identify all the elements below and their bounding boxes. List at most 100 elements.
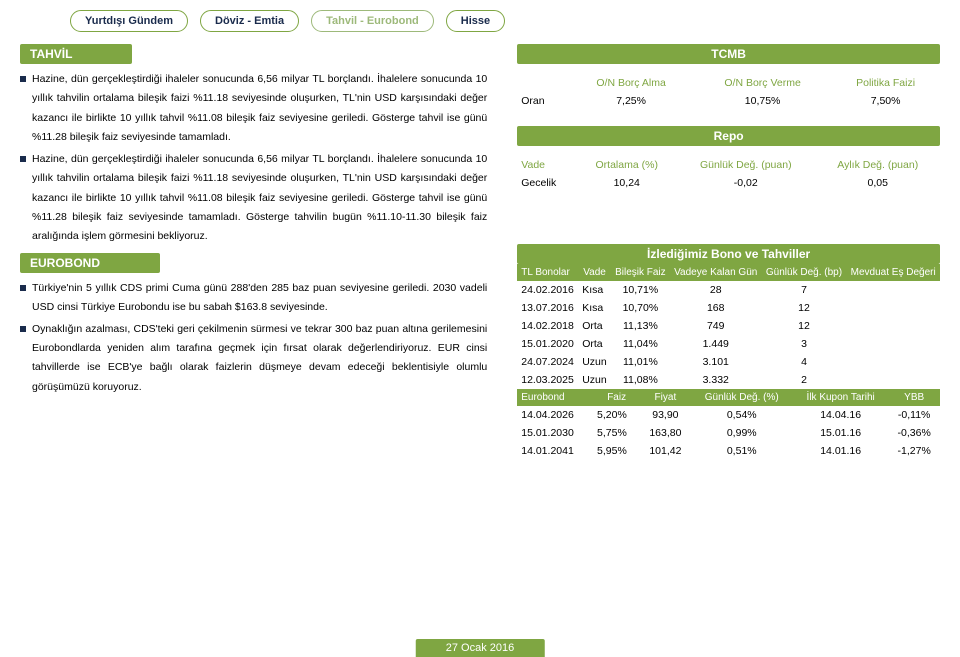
- repo-h0: Vade: [517, 156, 577, 174]
- repo-r1: 10,24: [577, 174, 676, 192]
- table-cell: 0,51%: [690, 442, 793, 460]
- table-row: 24.07.2024Uzun11,01%3.1014: [517, 353, 940, 371]
- b2h4: İlk Kupon Tarihi: [793, 389, 888, 406]
- table-cell: Kısa: [578, 299, 611, 317]
- table-cell: 15.01.16: [793, 424, 888, 442]
- table-cell: 12: [762, 317, 847, 335]
- tcmb-title: TCMB: [517, 44, 940, 64]
- table-cell: 168: [670, 299, 762, 317]
- table-cell: 163,80: [640, 424, 690, 442]
- bullet-icon: [20, 76, 26, 82]
- eurobond-text-1: Türkiye'nin 5 yıllık CDS primi Cuma günü…: [32, 279, 487, 318]
- table-cell: 14.01.2041: [517, 442, 593, 460]
- table-cell: 3.101: [670, 353, 762, 371]
- b1h5: Mevduat Eş Değeri: [846, 264, 940, 281]
- table-cell: 12: [762, 299, 847, 317]
- table-cell: 1.449: [670, 335, 762, 353]
- table-cell: -0,36%: [888, 424, 940, 442]
- b2h0: Eurobond: [517, 389, 593, 406]
- table-row: 12.03.2025Uzun11,08%3.3322: [517, 371, 940, 389]
- table-cell: [846, 353, 940, 371]
- table-cell: 24.02.2016: [517, 281, 578, 299]
- tab-doviz[interactable]: Döviz - Emtia: [200, 10, 299, 32]
- repo-r3: 0,05: [815, 174, 940, 192]
- table-cell: 0,54%: [690, 406, 793, 424]
- table-cell: 5,20%: [593, 406, 640, 424]
- table-cell: 0,99%: [690, 424, 793, 442]
- tab-tahvil[interactable]: Tahvil - Eurobond: [311, 10, 434, 32]
- table-cell: [846, 281, 940, 299]
- tcmb-r0: Oran: [517, 92, 568, 110]
- table-row: 24.02.2016Kısa10,71%287: [517, 281, 940, 299]
- repo-r0: Gecelik: [517, 174, 577, 192]
- table-cell: [846, 317, 940, 335]
- left-column: TAHVİL Hazine, dün gerçekleştirdiği ihal…: [20, 44, 487, 460]
- table-cell: 2: [762, 371, 847, 389]
- footer-date: 27 Ocak 2016: [416, 639, 545, 657]
- table-cell: 3.332: [670, 371, 762, 389]
- b1h4: Günlük Değ. (bp): [762, 264, 847, 281]
- table-cell: 14.04.16: [793, 406, 888, 424]
- tcmb-r3: 7,50%: [831, 92, 940, 110]
- table-cell: 7: [762, 281, 847, 299]
- table-cell: [846, 371, 940, 389]
- table-cell: 11,04%: [611, 335, 670, 353]
- b2h5: YBB: [888, 389, 940, 406]
- repo-h2: Günlük Değ. (puan): [676, 156, 815, 174]
- eurobond-text-2: Oynaklığın azalması, CDS'teki geri çekil…: [32, 320, 487, 398]
- b1h2: Bileşik Faiz: [611, 264, 670, 281]
- tcmb-table: O/N Borç Alma O/N Borç Verme Politika Fa…: [517, 74, 940, 110]
- tcmb-r1: 7,25%: [568, 92, 694, 110]
- repo-table: Vade Ortalama (%) Günlük Değ. (puan) Ayl…: [517, 156, 940, 192]
- table-cell: 5,95%: [593, 442, 640, 460]
- table-cell: 10,70%: [611, 299, 670, 317]
- b1h0: TL Bonolar: [517, 264, 578, 281]
- table-cell: Uzun: [578, 353, 611, 371]
- table-cell: 15.01.2030: [517, 424, 593, 442]
- table-cell: 12.03.2025: [517, 371, 578, 389]
- table-cell: 101,42: [640, 442, 690, 460]
- table-cell: 10,71%: [611, 281, 670, 299]
- bonds-table-2: Eurobond Faiz Fiyat Günlük Değ. (%) İlk …: [517, 389, 940, 460]
- table-cell: [846, 299, 940, 317]
- table-row: 15.01.2020Orta11,04%1.4493: [517, 335, 940, 353]
- nav-tabs: Yurtdışı Gündem Döviz - Emtia Tahvil - E…: [70, 10, 940, 32]
- table-row: 13.07.2016Kısa10,70%16812: [517, 299, 940, 317]
- tab-hisse[interactable]: Hisse: [446, 10, 505, 32]
- table-row: 14.04.20265,20%93,900,54%14.04.16-0,11%: [517, 406, 940, 424]
- tahvil-text-1: Hazine, dün gerçekleştirdiği ihaleler so…: [32, 70, 487, 148]
- table-row: 15.01.20305,75%163,800,99%15.01.16-0,36%: [517, 424, 940, 442]
- section-tahvil-title: TAHVİL: [20, 44, 132, 64]
- tab-yurtdisi[interactable]: Yurtdışı Gündem: [70, 10, 188, 32]
- table-cell: 11,08%: [611, 371, 670, 389]
- table-cell: 28: [670, 281, 762, 299]
- bullet-icon: [20, 285, 26, 291]
- table-cell: Orta: [578, 317, 611, 335]
- section-eurobond-title: EUROBOND: [20, 253, 160, 273]
- table-cell: 14.04.2026: [517, 406, 593, 424]
- table-cell: 24.07.2024: [517, 353, 578, 371]
- table-cell: 14.02.2018: [517, 317, 578, 335]
- table-cell: 13.07.2016: [517, 299, 578, 317]
- table-cell: -0,11%: [888, 406, 940, 424]
- tcmb-r2: 10,75%: [694, 92, 831, 110]
- bonds-title: İzlediğimiz Bono ve Tahviller: [517, 244, 940, 264]
- bullet-icon: [20, 156, 26, 162]
- table-cell: 11,13%: [611, 317, 670, 335]
- b2h3: Günlük Değ. (%): [690, 389, 793, 406]
- table-cell: [846, 335, 940, 353]
- right-column: TCMB O/N Borç Alma O/N Borç Verme Politi…: [517, 44, 940, 460]
- tcmb-h3: Politika Faizi: [831, 74, 940, 92]
- bonds-table-1: TL Bonolar Vade Bileşik Faiz Vadeye Kala…: [517, 264, 940, 389]
- table-cell: 4: [762, 353, 847, 371]
- tahvil-text-2: Hazine, dün gerçekleştirdiği ihaleler so…: [32, 150, 487, 247]
- table-cell: 11,01%: [611, 353, 670, 371]
- repo-h1: Ortalama (%): [577, 156, 676, 174]
- table-cell: -1,27%: [888, 442, 940, 460]
- table-row: 14.01.20415,95%101,420,51%14.01.16-1,27%: [517, 442, 940, 460]
- b1h3: Vadeye Kalan Gün: [670, 264, 762, 281]
- repo-title: Repo: [517, 126, 940, 146]
- repo-r2: -0,02: [676, 174, 815, 192]
- b1h1: Vade: [578, 264, 611, 281]
- repo-h3: Aylık Değ. (puan): [815, 156, 940, 174]
